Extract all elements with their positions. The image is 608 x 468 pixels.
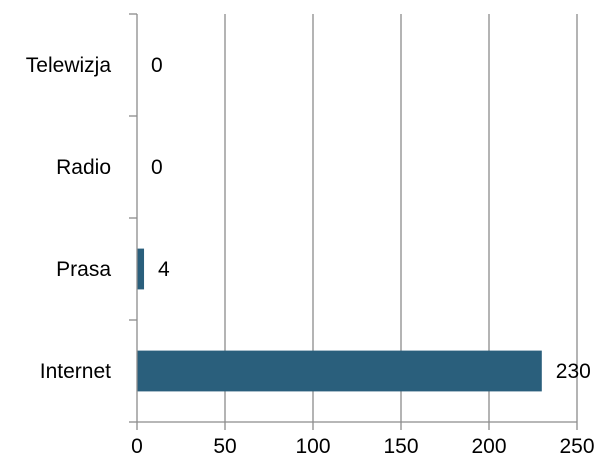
x-tick-label: 50 — [213, 435, 236, 458]
category-label: Radio — [56, 156, 111, 179]
x-tick-label: 250 — [559, 435, 594, 458]
data-label: 4 — [158, 258, 170, 281]
data-label: 0 — [151, 54, 163, 77]
category-label: Telewizja — [26, 54, 112, 77]
x-tick-label: 100 — [295, 435, 330, 458]
bar-internet — [137, 350, 542, 392]
data-label: 0 — [151, 156, 163, 179]
x-tick-label: 0 — [131, 435, 143, 458]
labels: 0 50 100 150 200 250 Telewizja 0 Radio 0 Prasa 4 Int… — [26, 54, 595, 458]
category-label: Prasa — [56, 258, 111, 281]
axes — [129, 13, 578, 430]
category-label: Internet — [40, 360, 111, 383]
x-tick-label: 150 — [383, 435, 418, 458]
data-label: 230 — [556, 360, 591, 383]
x-tick-label: 200 — [471, 435, 506, 458]
bars — [137, 248, 542, 392]
bar-prasa — [137, 248, 145, 290]
